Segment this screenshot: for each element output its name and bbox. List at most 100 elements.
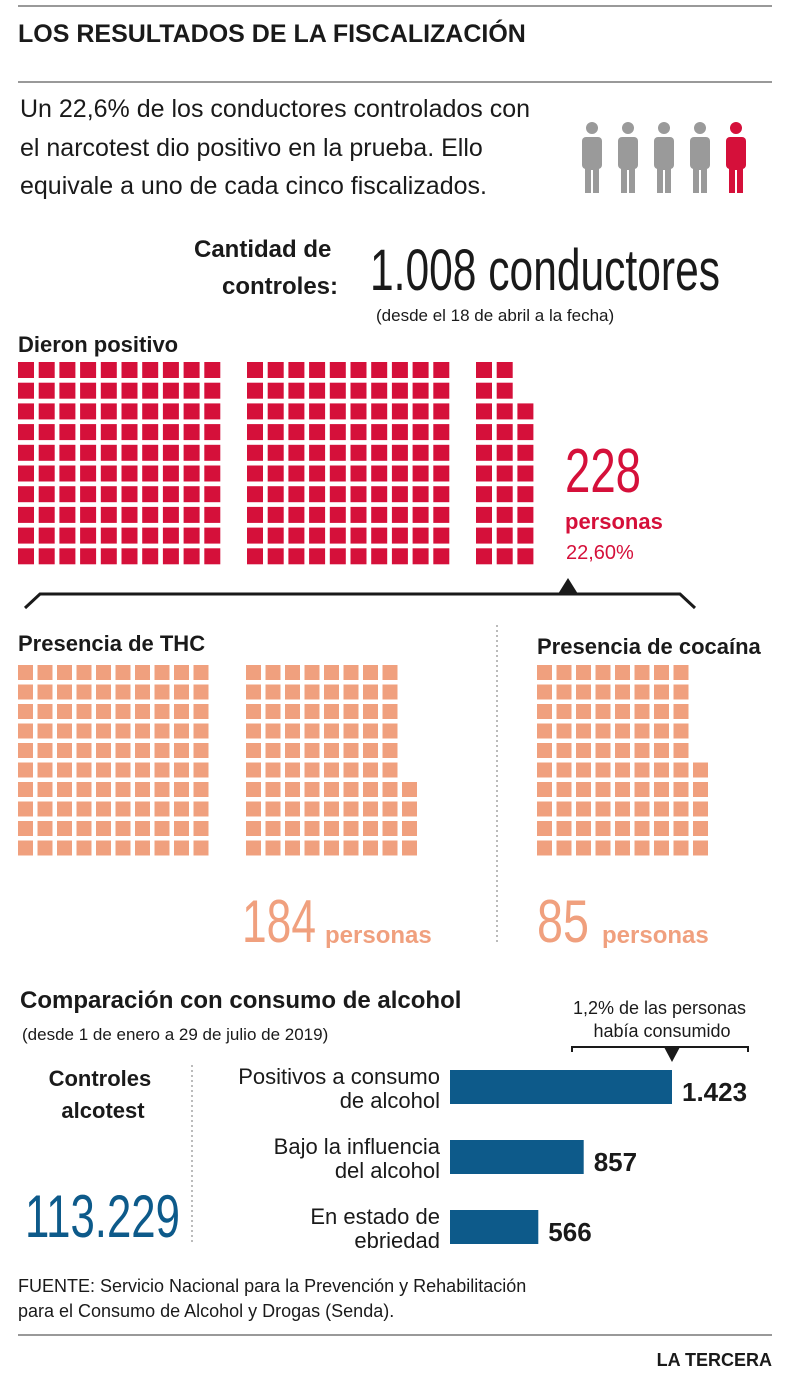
waffle-cell bbox=[654, 684, 669, 700]
waffle-cell bbox=[174, 743, 189, 758]
waffle-cell bbox=[391, 527, 408, 544]
waffle-cell bbox=[80, 382, 97, 399]
waffle-cell bbox=[57, 821, 72, 836]
waffle-cell bbox=[329, 506, 346, 523]
waffle-cell bbox=[517, 506, 534, 523]
category-line: En estado de bbox=[310, 1204, 440, 1229]
waffle-cell bbox=[135, 821, 150, 836]
waffle-cell bbox=[285, 801, 300, 817]
waffle-cell bbox=[38, 465, 55, 482]
waffle-cell bbox=[402, 840, 417, 856]
waffle-cell bbox=[433, 444, 450, 461]
waffle-cell bbox=[517, 548, 534, 565]
waffle-cell bbox=[350, 403, 367, 420]
waffle-cell bbox=[135, 762, 150, 778]
waffle-cell bbox=[38, 486, 55, 503]
waffle-cell bbox=[382, 821, 398, 836]
waffle-cell bbox=[634, 684, 650, 700]
waffle-cell bbox=[76, 704, 92, 719]
waffle-cell bbox=[556, 782, 572, 797]
waffle-cell bbox=[402, 782, 417, 797]
bar bbox=[450, 1140, 584, 1174]
waffle-cell bbox=[162, 548, 179, 565]
waffle-cell bbox=[246, 821, 261, 836]
gap bbox=[591, 170, 593, 194]
waffle-cell bbox=[174, 704, 189, 719]
waffle-cell bbox=[265, 801, 281, 817]
waffle-cell bbox=[576, 723, 591, 739]
waffle-cell bbox=[324, 665, 339, 680]
waffle-cell bbox=[18, 486, 34, 503]
waffle-cell bbox=[80, 424, 97, 441]
waffle-cell bbox=[343, 704, 359, 719]
waffle-cell bbox=[324, 782, 339, 797]
waffle-cell bbox=[288, 506, 305, 523]
waffle-cell bbox=[304, 684, 320, 700]
waffle-cell bbox=[18, 527, 34, 544]
waffle-cell bbox=[162, 527, 179, 544]
waffle-cell bbox=[37, 821, 53, 836]
waffle-cell bbox=[350, 362, 367, 378]
waffle-cell bbox=[193, 684, 209, 700]
waffle-cell bbox=[412, 424, 429, 441]
body bbox=[582, 137, 602, 169]
waffle-cell bbox=[80, 548, 97, 565]
waffle-cell bbox=[265, 723, 281, 739]
waffle-cell bbox=[382, 743, 398, 758]
waffle-cell bbox=[76, 665, 92, 680]
waffle-cell bbox=[100, 444, 117, 461]
waffle-cell bbox=[285, 743, 300, 758]
waffle-cell bbox=[183, 548, 200, 565]
waffle-cell bbox=[304, 821, 320, 836]
waffle-cell bbox=[285, 684, 300, 700]
category-line: de alcohol bbox=[340, 1088, 440, 1113]
callout-pointer bbox=[664, 1047, 680, 1062]
waffle-cell bbox=[183, 465, 200, 482]
waffle-cell bbox=[267, 403, 284, 420]
waffle-cell bbox=[142, 382, 159, 399]
waffle-cell bbox=[433, 548, 450, 565]
waffle-cell bbox=[18, 444, 34, 461]
waffle-cell bbox=[556, 704, 572, 719]
waffle-cell bbox=[309, 506, 326, 523]
waffle-cell bbox=[57, 840, 72, 856]
waffle-cell bbox=[135, 801, 150, 817]
waffle-cell bbox=[673, 762, 689, 778]
waffle-cell bbox=[80, 403, 97, 420]
waffle-cell bbox=[476, 403, 492, 420]
waffle-cell bbox=[433, 486, 450, 503]
waffle-cell bbox=[59, 548, 76, 565]
waffle-cell bbox=[204, 486, 221, 503]
waffle-cell bbox=[476, 548, 492, 565]
waffle-cell bbox=[412, 382, 429, 399]
waffle-cell bbox=[183, 444, 200, 461]
waffle-cell bbox=[304, 840, 320, 856]
controls-label: Cantidad de controles: bbox=[194, 236, 338, 300]
waffle-cell bbox=[204, 403, 221, 420]
waffle-cell bbox=[285, 665, 300, 680]
waffle-cell bbox=[343, 782, 359, 797]
waffle-cell bbox=[537, 665, 552, 680]
waffle-cell bbox=[371, 382, 388, 399]
waffle-cell bbox=[433, 527, 450, 544]
waffle-cell bbox=[496, 382, 513, 399]
waffle-cell bbox=[115, 801, 131, 817]
waffle-cell bbox=[371, 506, 388, 523]
waffle-cell bbox=[350, 486, 367, 503]
waffle-cell bbox=[246, 723, 261, 739]
waffle-cell bbox=[204, 527, 221, 544]
waffle-cell bbox=[595, 665, 611, 680]
waffle-cell bbox=[496, 465, 513, 482]
waffle-cell bbox=[309, 424, 326, 441]
waffle-cell bbox=[76, 801, 92, 817]
waffle-cell bbox=[183, 403, 200, 420]
waffle-cell bbox=[162, 382, 179, 399]
waffle-cell bbox=[309, 444, 326, 461]
waffle-cell bbox=[329, 548, 346, 565]
waffle-cell bbox=[412, 548, 429, 565]
waffle-cell bbox=[343, 684, 359, 700]
waffle-cell bbox=[537, 723, 552, 739]
waffle-cell bbox=[162, 506, 179, 523]
waffle-cell bbox=[391, 424, 408, 441]
waffle-cell bbox=[204, 465, 221, 482]
